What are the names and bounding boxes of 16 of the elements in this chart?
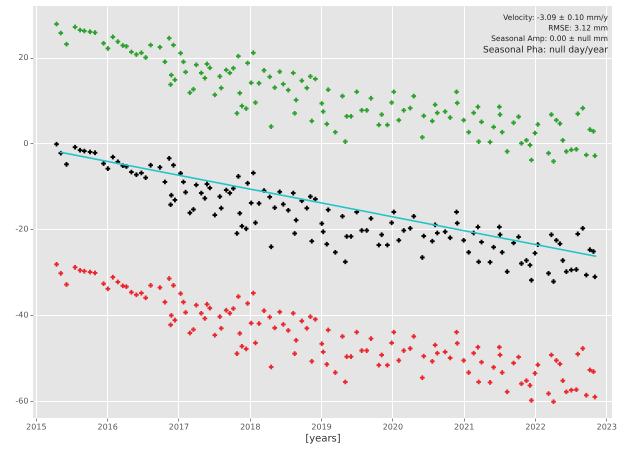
- x-tick-label: 2018: [240, 422, 260, 432]
- x-tick-label: 2023: [596, 422, 617, 432]
- x-tick-label: 2015: [26, 422, 47, 432]
- x-tick-label: 2022: [525, 422, 546, 432]
- x-tick-label: 2021: [454, 422, 474, 432]
- y-tick-label: 20: [18, 53, 28, 62]
- y-tick-label: -20: [15, 224, 28, 234]
- annotation: Seasonal Pha: null day/year: [482, 46, 608, 56]
- x-tick-label: 2020: [382, 422, 404, 432]
- x-axis-title: [years]: [305, 434, 341, 444]
- y-tick-label: -40: [15, 310, 28, 320]
- x-tick-label: 2017: [168, 422, 190, 432]
- y-tick-label: 0: [23, 138, 28, 148]
- y-tick-label: -60: [15, 396, 28, 406]
- x-tick-label: 2019: [311, 422, 332, 432]
- x-tick-label: 2016: [97, 422, 118, 432]
